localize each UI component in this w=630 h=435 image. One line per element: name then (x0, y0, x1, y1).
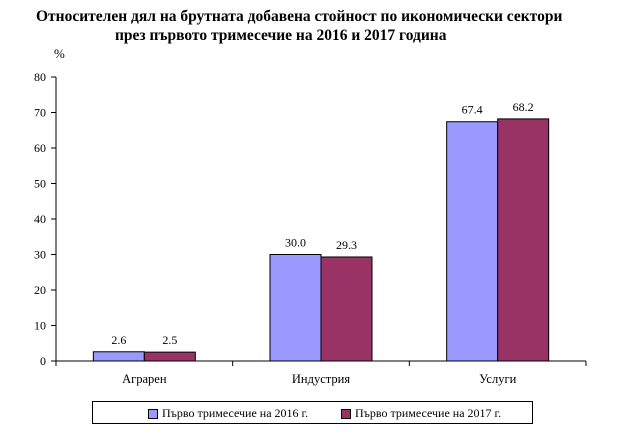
y-tick-label-3: 30 (34, 248, 46, 262)
data-label-1-1: 30.0 (285, 236, 306, 250)
x-tick-label-2: Услуги (479, 372, 517, 386)
legend-swatch-series2 (341, 408, 351, 419)
bar-1-1 (269, 254, 322, 362)
legend-swatch-series1 (148, 408, 158, 419)
x-tick-label-1: Индустрия (292, 372, 350, 386)
bar-1-0 (92, 351, 145, 362)
y-tick-label-4: 40 (34, 212, 46, 226)
chart-legend: Първо тримесечие на 2016 г. Първо тримес… (92, 401, 533, 424)
legend-label-series1: Първо тримесечие на 2016 г. (162, 406, 309, 420)
y-tick-label-2: 20 (34, 283, 46, 297)
y-tick-label-0: 0 (40, 354, 46, 368)
chart-title-line2: през първото тримесечие на 2016 и 2017 г… (115, 27, 447, 44)
data-label-1-2: 67.4 (462, 103, 483, 117)
y-tick-label-6: 60 (34, 141, 46, 155)
y-axis-unit-label: % (54, 46, 65, 61)
data-label-2-0: 2.5 (162, 333, 177, 347)
legend-label-series2: Първо тримесечие на 2017 г. (355, 406, 502, 420)
y-tick-label-7: 70 (34, 106, 46, 120)
y-tick-label-5: 50 (34, 177, 46, 191)
bar-2-2 (497, 118, 550, 362)
bar-1-2 (446, 121, 499, 362)
chart-title-line1: Относителен дял на брутната добавена сто… (36, 8, 563, 25)
data-label-2-2: 68.2 (513, 100, 534, 114)
bar-chart: 2.6 2.5 Аграрен 30.0 29.3 Индустрия 67.4 68.2 Ус… (34, 70, 587, 386)
x-tick-label-0: Аграрен (122, 372, 167, 386)
legend-item-series2: Първо тримесечие на 2017 г. (341, 406, 501, 421)
data-label-1-0: 2.6 (111, 333, 126, 347)
data-label-2-1: 29.3 (336, 238, 357, 252)
bar-2-0 (143, 351, 196, 362)
bar-2-1 (320, 256, 373, 362)
legend-item-series1: Първо тримесечие на 2016 г. (148, 406, 308, 421)
y-tick-label-8: 80 (34, 70, 46, 84)
y-tick-label-1: 10 (34, 319, 46, 333)
